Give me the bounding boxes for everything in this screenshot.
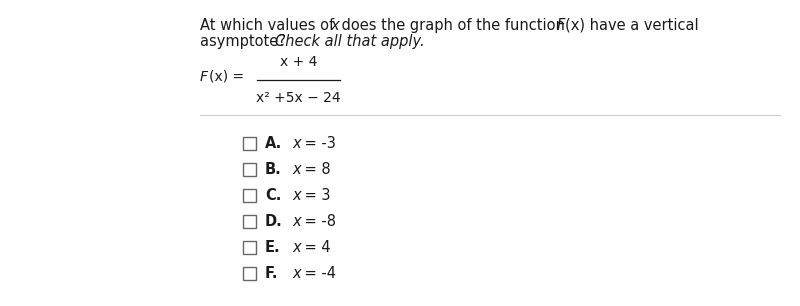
Text: = 8: = 8 [300,162,330,177]
Text: x: x [292,162,301,177]
Text: F: F [200,70,208,84]
Text: x: x [292,240,301,255]
Text: = 3: = 3 [300,188,330,203]
Text: x: x [292,214,301,229]
Text: = 4: = 4 [300,240,330,255]
Text: (x) have a vertical: (x) have a vertical [565,18,698,33]
Text: x² +5x − 24: x² +5x − 24 [256,91,341,105]
Text: Check all that apply.: Check all that apply. [275,34,425,49]
Bar [243,162,256,176]
Text: F.: F. [265,266,278,281]
Text: = -4: = -4 [300,266,336,281]
Text: C.: C. [265,188,282,203]
Bar [243,188,256,201]
Bar [243,215,256,227]
Text: (x) =: (x) = [209,70,244,84]
Text: x: x [292,136,301,151]
Text: B.: B. [265,162,282,177]
Text: A.: A. [265,136,282,151]
Text: x: x [330,18,338,33]
Bar [243,241,256,253]
Text: At which values of: At which values of [200,18,338,33]
Bar [243,136,256,150]
Text: D.: D. [265,214,282,229]
Text: x + 4: x + 4 [280,55,317,69]
Bar [243,267,256,279]
Text: = -3: = -3 [300,136,336,151]
Text: F: F [557,18,566,33]
Text: asymptote?: asymptote? [200,34,290,49]
Text: = -8: = -8 [300,214,336,229]
Text: does the graph of the function: does the graph of the function [337,18,570,33]
Text: x: x [292,188,301,203]
Text: E.: E. [265,240,281,255]
Text: x: x [292,266,301,281]
